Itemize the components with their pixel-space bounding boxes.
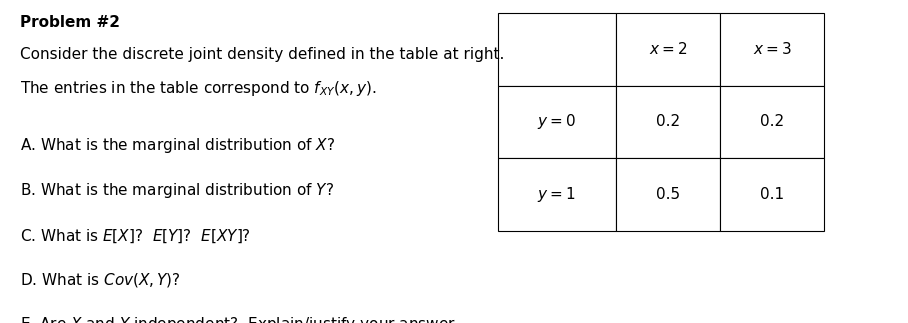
Text: $y = 0$: $y = 0$ (538, 112, 576, 131)
Bar (498, 86, 616, 158)
Bar (616, 158, 720, 231)
Text: Problem #2: Problem #2 (20, 15, 120, 29)
Bar (498, 13, 616, 86)
Text: $y = 1$: $y = 1$ (538, 185, 576, 204)
Text: $x = 3$: $x = 3$ (753, 41, 792, 57)
Text: B. What is the marginal distribution of $Y$?: B. What is the marginal distribution of … (20, 181, 334, 200)
Text: The entries in the table correspond to $f_{XY}(x, y)$.: The entries in the table correspond to $… (20, 79, 377, 98)
Text: D. What is $\mathit{Cov}(X, Y)$?: D. What is $\mathit{Cov}(X, Y)$? (20, 271, 181, 289)
Text: 0.5: 0.5 (656, 187, 680, 202)
Text: Consider the discrete joint density defined in the table at right.: Consider the discrete joint density defi… (20, 47, 504, 62)
Bar (498, 158, 616, 231)
Text: 0.2: 0.2 (760, 114, 785, 130)
Bar (720, 86, 824, 158)
Bar (616, 13, 720, 86)
Text: C. What is $E[X]$?  $E[Y]$?  $E[XY]$?: C. What is $E[X]$? $E[Y]$? $E[XY]$? (20, 228, 251, 245)
Text: 0.1: 0.1 (760, 187, 785, 202)
Bar (616, 86, 720, 158)
Text: $x = 2$: $x = 2$ (648, 41, 687, 57)
Text: E. Are $X$ and $Y$ independent?  Explain/justify your answer.: E. Are $X$ and $Y$ independent? Explain/… (20, 315, 459, 323)
Bar (720, 158, 824, 231)
Text: A. What is the marginal distribution of $X$?: A. What is the marginal distribution of … (20, 136, 335, 155)
Bar (720, 13, 824, 86)
Text: 0.2: 0.2 (656, 114, 680, 130)
